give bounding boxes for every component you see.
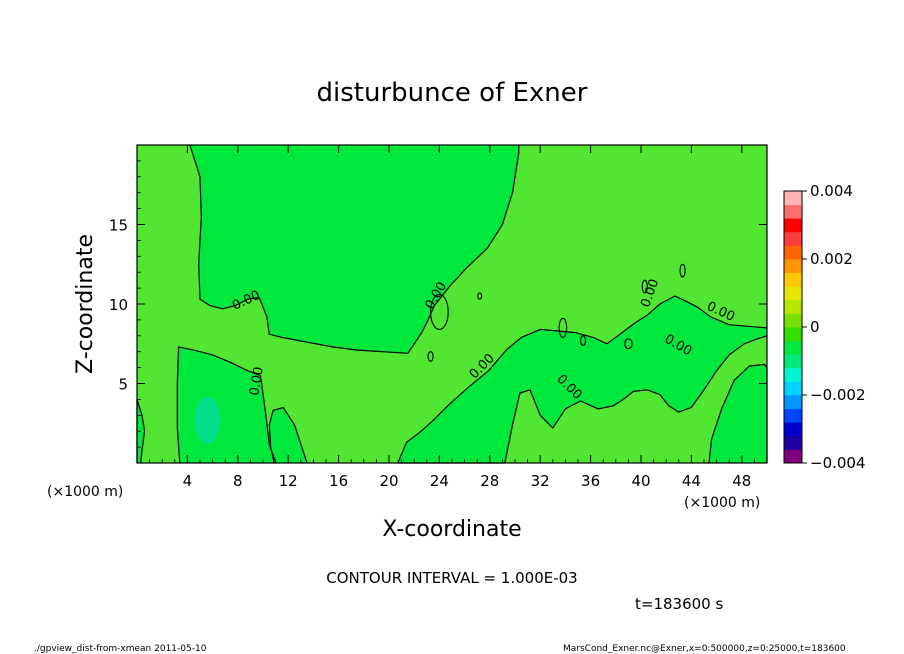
- colorbar-tick-label: −0.004: [810, 454, 866, 472]
- x-tick-label: 48: [732, 472, 751, 490]
- footer-right: MarsCond_Exner.nc@Exner,x=0:500000,z=0:2…: [563, 644, 846, 654]
- y-tick-label: 5: [118, 376, 128, 394]
- colorbar-swatch: [784, 313, 802, 328]
- field-regions: [137, 145, 767, 463]
- colorbar-swatch: [784, 327, 802, 341]
- colorbar-swatch: [784, 259, 802, 273]
- strong-negative-cell: [194, 396, 221, 444]
- colorbar-swatch: [784, 449, 802, 464]
- lower-middle-negative-region: [269, 407, 308, 463]
- y-tick-label: 10: [109, 296, 128, 314]
- colorbar-swatch: [784, 408, 802, 423]
- colorbar-tick-label: 0.002: [810, 250, 853, 268]
- colorbar-tick-label: −0.002: [810, 386, 866, 404]
- x-unit-left: (×1000 m): [47, 484, 123, 500]
- colorbar-swatch: [784, 381, 802, 396]
- x-tick-label: 20: [379, 472, 398, 490]
- x-unit-right: (×1000 m): [684, 495, 760, 511]
- x-tick-label: 4: [183, 472, 193, 490]
- colorbar-swatch: [784, 218, 802, 233]
- colorbar-swatch: [784, 367, 802, 382]
- x-tick-label: 12: [279, 472, 298, 490]
- middle-negative-region: [397, 296, 767, 463]
- colorbar-swatch: [784, 395, 802, 409]
- colorbar-tick-label: 0.004: [810, 182, 853, 200]
- contour-island: [624, 338, 633, 350]
- x-axis-label: X-coordinate: [382, 517, 521, 542]
- contour-interval: CONTOUR INTERVAL = 1.000E-03: [326, 569, 577, 587]
- contour-label: 0.00: [247, 366, 267, 397]
- contour-island: [558, 317, 568, 338]
- x-tick-label: 24: [430, 472, 449, 490]
- y-axis-label: Z-coordinate: [73, 234, 98, 374]
- colorbar-tick-label: 0: [810, 318, 820, 336]
- colorbar-swatch: [784, 299, 802, 314]
- x-tick-label: 32: [531, 472, 550, 490]
- contour-line: [397, 295, 768, 464]
- contour-island: [427, 351, 434, 362]
- contour-island: [477, 292, 483, 300]
- lower-right-negative-region: [709, 364, 767, 463]
- contour-island: [641, 279, 648, 294]
- colorbar-swatch: [784, 354, 802, 369]
- y-tick-label: 15: [109, 217, 128, 235]
- contour-island: [679, 263, 686, 278]
- contour-lines: [136, 144, 768, 464]
- colorbar-swatch: [784, 435, 802, 450]
- contour-line: [268, 406, 308, 464]
- time-stamp: t=183600 s: [635, 595, 723, 613]
- x-tick-label: 40: [631, 472, 650, 490]
- colorbar-swatch: [784, 231, 802, 246]
- contour-island: [579, 335, 587, 346]
- x-tick-label: 44: [682, 472, 701, 490]
- x-tick-label: 36: [581, 472, 600, 490]
- x-tick-label: 16: [329, 472, 348, 490]
- contour-line: [189, 144, 520, 354]
- colorbar-swatch: [784, 272, 802, 287]
- x-tick-label: 28: [480, 472, 499, 490]
- x-tick-label: 8: [233, 472, 243, 490]
- colorbar: −0.004 −0.002 0 0.002 0.004: [783, 182, 866, 472]
- colorbar-swatch: [784, 422, 802, 437]
- contour-island: [430, 293, 449, 330]
- y-ticks: 5 10 15: [109, 160, 767, 448]
- upper-negative-region: [189, 145, 519, 354]
- colorbar-swatch: [784, 191, 802, 205]
- colorbar-swatch: [784, 245, 802, 260]
- colorbar-swatch: [784, 286, 802, 301]
- x-ticks: 4 8 12 16 20 24 28 32 36 40 44 48: [149, 145, 755, 490]
- colorbar-swatch: [784, 204, 802, 219]
- chart-title: disturbunce of Exner: [317, 78, 588, 108]
- footer-left: ./gpview_dist-from-xmean 2011-05-10: [34, 644, 207, 654]
- contour-line: [176, 346, 277, 464]
- colorbar-swatch: [784, 340, 802, 355]
- plot-area: 0.00 0.000.000.000.000.000.000.00 4 8 12 16 2…: [109, 144, 768, 490]
